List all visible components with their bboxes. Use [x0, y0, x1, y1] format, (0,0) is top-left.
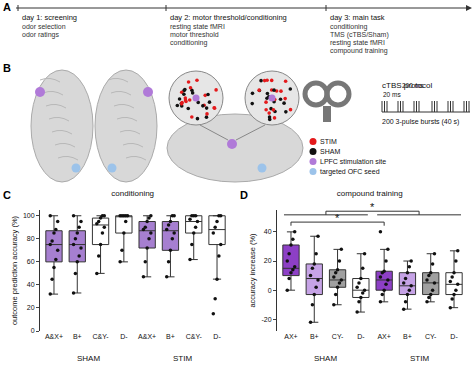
svg-text:day 1: screening: day 1: screening — [22, 13, 77, 22]
svg-text:C&Y-: C&Y- — [186, 333, 203, 340]
svg-text:200 ms: 200 ms — [402, 82, 424, 89]
svg-text:conditioning: conditioning — [330, 23, 367, 31]
svg-text:compound training: compound training — [330, 47, 388, 55]
svg-text:STIM: STIM — [320, 138, 337, 145]
svg-text:conditioning: conditioning — [111, 189, 154, 198]
svg-text:CY-: CY- — [425, 333, 437, 340]
svg-text:LPFC stimulation site: LPFC stimulation site — [320, 158, 386, 165]
svg-text:day 2: motor threshold/conditi: day 2: motor threshold/conditioning — [170, 13, 287, 22]
svg-text:resting state fMRI: resting state fMRI — [170, 23, 225, 31]
svg-text:100: 100 — [23, 212, 35, 219]
svg-text:D-: D- — [357, 333, 365, 340]
html-text:B: B — [3, 62, 11, 74]
svg-text:*: * — [335, 212, 340, 224]
svg-text:40: 40 — [27, 281, 35, 288]
svg-text:20: 20 — [264, 257, 272, 264]
svg-text:STIM: STIM — [410, 354, 429, 363]
html-text:C: C — [3, 189, 11, 201]
svg-text:odor ratings: odor ratings — [22, 31, 59, 39]
svg-text:*: * — [370, 201, 375, 213]
svg-text:20: 20 — [27, 304, 35, 311]
svg-text:60: 60 — [27, 258, 35, 265]
svg-text:0: 0 — [268, 287, 272, 294]
svg-text:targeted OFC seed: targeted OFC seed — [320, 168, 380, 176]
html-text:D: D — [240, 189, 248, 201]
svg-text:resting state fMRI: resting state fMRI — [330, 39, 385, 47]
svg-text:AX+: AX+ — [284, 333, 297, 340]
svg-text:TMS (cTBS/Sham): TMS (cTBS/Sham) — [330, 31, 389, 39]
svg-text:A&X+: A&X+ — [138, 333, 156, 340]
svg-text:40: 40 — [264, 228, 272, 235]
svg-text:200 3-pulse bursts (40 s): 200 3-pulse bursts (40 s) — [382, 118, 459, 126]
svg-text:cTBS protocol: cTBS protocol — [382, 81, 432, 90]
svg-text:SHAM: SHAM — [77, 354, 100, 363]
svg-text:-20: -20 — [261, 316, 271, 323]
svg-text:D-: D- — [450, 333, 458, 340]
svg-text:SHAM: SHAM — [320, 148, 340, 155]
svg-text:compound training: compound training — [337, 189, 403, 198]
svg-text:AX+: AX+ — [377, 333, 390, 340]
svg-text:outcome prediction accuracy (%: outcome prediction accuracy (%) — [10, 215, 19, 325]
svg-text:B+: B+ — [310, 333, 319, 340]
svg-text:20 ms: 20 ms — [383, 91, 401, 98]
svg-text:C&Y-: C&Y- — [93, 333, 110, 340]
svg-text:A&X+: A&X+ — [45, 333, 63, 340]
svg-text:B+: B+ — [73, 333, 82, 340]
svg-text:day 3: main task: day 3: main task — [330, 13, 385, 22]
html-text:A: A — [3, 1, 11, 13]
svg-text:D-: D- — [120, 333, 128, 340]
svg-text:odor selection: odor selection — [22, 23, 66, 30]
svg-text:accuracy increase (%): accuracy increase (%) — [248, 233, 257, 308]
svg-text:SHAM: SHAM — [314, 354, 337, 363]
svg-text:0: 0 — [31, 327, 35, 334]
svg-text:conditioning: conditioning — [170, 39, 207, 47]
svg-text:motor threshold: motor threshold — [170, 31, 219, 38]
svg-text:CY-: CY- — [332, 333, 344, 340]
svg-text:80: 80 — [27, 235, 35, 242]
svg-text:STIM: STIM — [173, 354, 192, 363]
svg-text:B+: B+ — [403, 333, 412, 340]
svg-text:D-: D- — [213, 333, 221, 340]
svg-text:B+: B+ — [166, 333, 175, 340]
